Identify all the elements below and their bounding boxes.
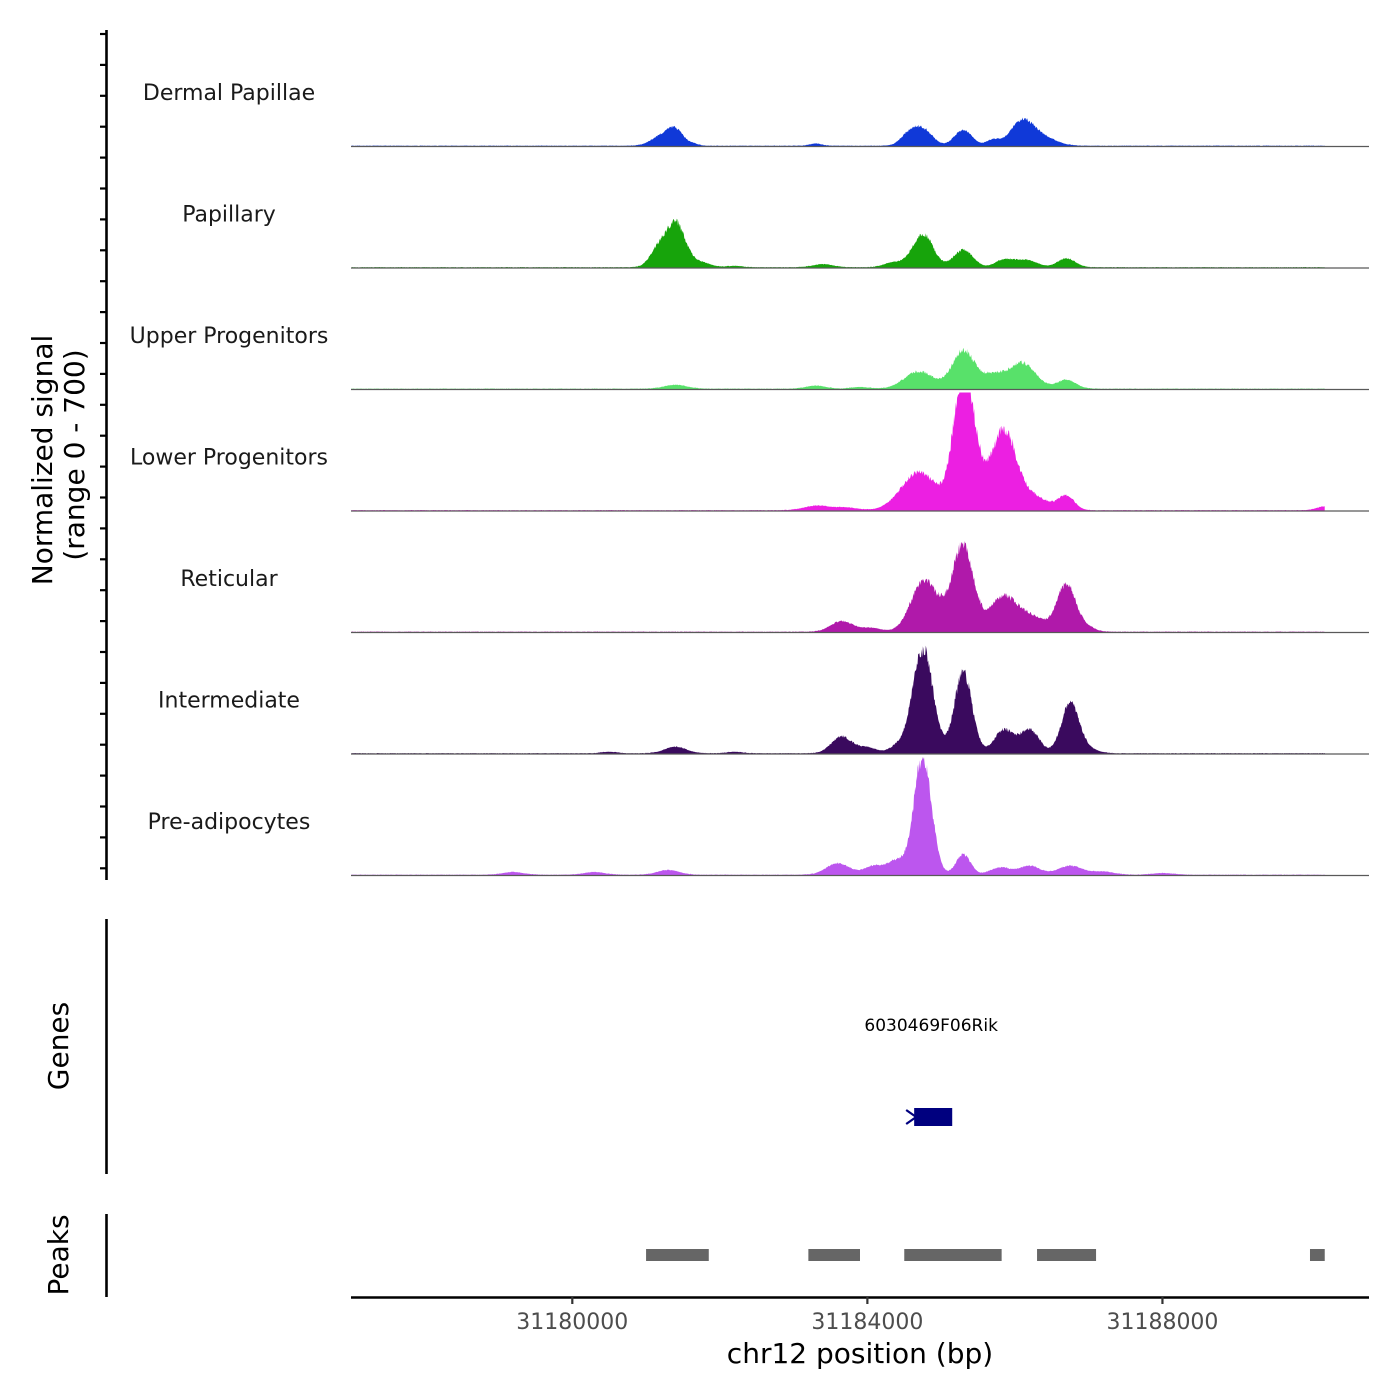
x-tick-label: 31188000 (1106, 1310, 1218, 1335)
x-tick-label: 31180000 (516, 1310, 628, 1335)
genes-track: 6030469F06Rik (864, 1016, 998, 1126)
gene-body (914, 1108, 953, 1126)
coverage-area (351, 392, 1325, 511)
track-label: Intermediate (158, 689, 300, 714)
peak-region (1037, 1249, 1097, 1261)
track-label: Upper Progenitors (130, 324, 329, 349)
track-upper-progenitors: Upper Progenitors (130, 324, 1369, 391)
genes-track-title: Genes (42, 1002, 75, 1090)
strand-arrow (905, 1109, 919, 1125)
y-axis-title-line2: (range 0 - 700) (58, 349, 91, 560)
peak-region (808, 1249, 860, 1261)
track-intermediate: Intermediate (158, 645, 1369, 755)
gene-label: 6030469F06Rik (864, 1016, 998, 1036)
x-tick-label: 31184000 (811, 1310, 923, 1335)
coverage-area (351, 117, 1325, 146)
x-axis: 31180000 31184000 31188000 (351, 1296, 1369, 1335)
track-reticular: Reticular (180, 541, 1369, 634)
track-papillary: Papillary (182, 203, 1369, 269)
peaks-track (646, 1249, 1325, 1261)
track-label: Lower Progenitors (130, 446, 328, 471)
track-label: Dermal Papillae (143, 81, 315, 106)
track-pre-adipocytes: Pre-adipocytes (148, 757, 1369, 877)
left-axes (100, 30, 108, 1297)
x-axis-title: chr12 position (bp) (727, 1337, 993, 1370)
coverage-area (351, 645, 1325, 754)
coverage-area (351, 541, 1325, 632)
peak-region (646, 1249, 709, 1261)
track-label: Reticular (180, 567, 278, 592)
peak-region (1309, 1249, 1325, 1261)
coverage-tracks: Dermal Papillae Papillary Upper Progenitor… (130, 81, 1369, 877)
coverage-area (351, 348, 1325, 389)
y-axis-title-line1: Normalized signal (26, 335, 59, 586)
track-label: Papillary (182, 203, 276, 228)
peaks-track-title: Peaks (42, 1214, 75, 1295)
coverage-area (351, 757, 1325, 875)
peak-region (904, 1249, 1002, 1261)
track-label: Pre-adipocytes (148, 810, 311, 835)
coverage-area (351, 218, 1325, 268)
track-dermal-papillae: Dermal Papillae (143, 81, 1369, 148)
coverage-y-ticks (100, 32, 106, 870)
track-lower-progenitors: Lower Progenitors (130, 392, 1369, 512)
gene-6030469F06Rik: 6030469F06Rik (864, 1016, 998, 1126)
